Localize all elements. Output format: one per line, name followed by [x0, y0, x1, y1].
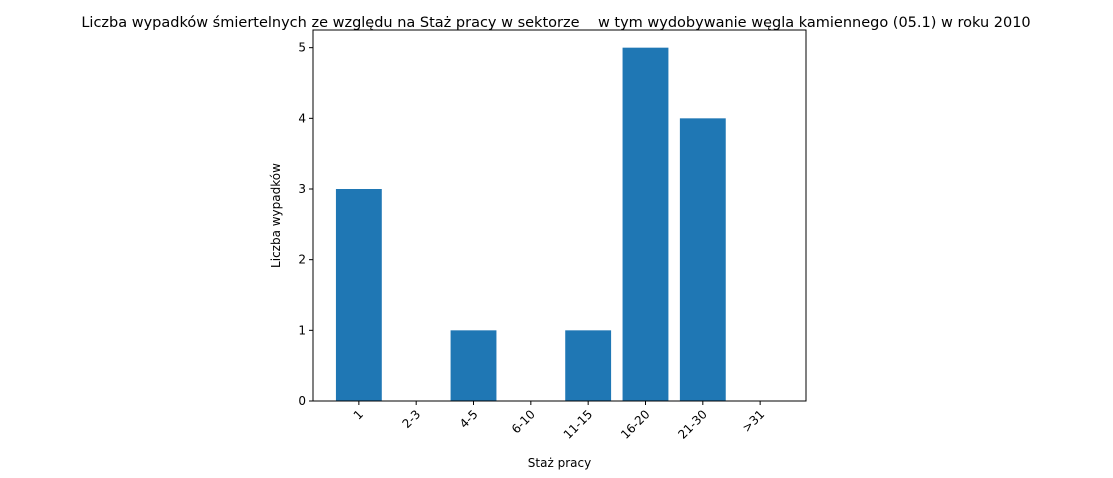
bar-16-20 — [622, 47, 669, 402]
y-tick-label: 0 — [298, 394, 306, 408]
y-tick-label: 3 — [298, 182, 306, 196]
bar-11-15 — [565, 330, 612, 401]
y-tick-label: 4 — [298, 111, 306, 125]
plot-frame — [312, 29, 807, 402]
x-tick-label: 6-10 — [509, 407, 538, 436]
x-tick-label: 11-15 — [561, 407, 596, 442]
bar-1 — [335, 189, 382, 401]
x-axis-label: Staż pracy — [528, 456, 591, 470]
y-tick-label: 5 — [298, 41, 306, 55]
plot-area: 0 1 2 3 4 5 1 2-3 4-5 6-10 11-15 16-20 21-30 >31 — [298, 29, 807, 442]
y-axis: 0 1 2 3 4 5 — [298, 41, 313, 408]
x-tick-label: 1 — [351, 407, 366, 422]
x-tick-label: 4-5 — [457, 407, 481, 431]
x-tick-label: 21-30 — [675, 407, 710, 442]
x-tick-label: 2-3 — [400, 407, 424, 431]
chart-title: Liczba wypadków śmiertelnych ze względu … — [81, 15, 1030, 31]
bar-21-30 — [679, 118, 726, 401]
y-axis-label: Liczba wypadków — [269, 163, 283, 268]
x-axis: 1 2-3 4-5 6-10 11-15 16-20 21-30 >31 — [351, 401, 767, 442]
y-tick-label: 2 — [298, 253, 306, 267]
bar-4-5 — [450, 330, 497, 401]
y-tick-label: 1 — [298, 323, 306, 337]
bars — [335, 47, 726, 402]
x-tick-label: >31 — [739, 407, 767, 435]
x-tick-label: 16-20 — [618, 407, 653, 442]
